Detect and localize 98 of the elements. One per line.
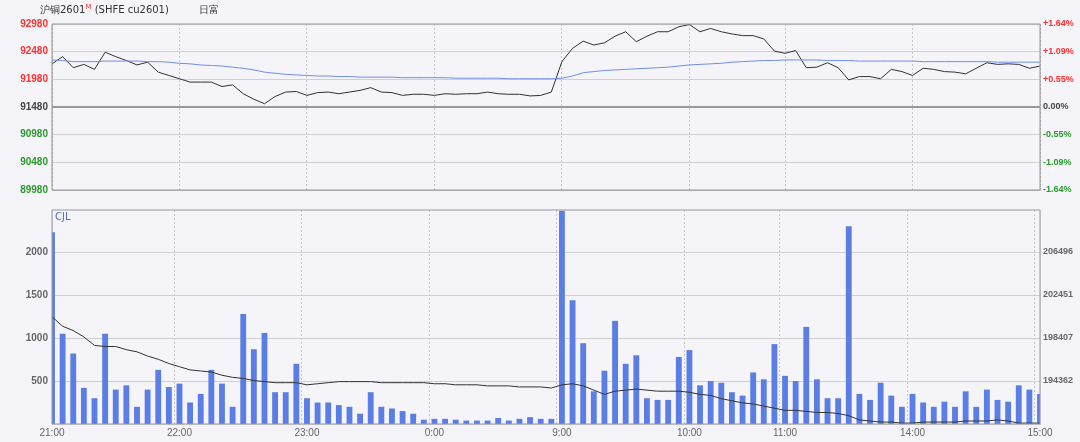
y-tick-label: 1500 [25,288,49,300]
y2-tick-label: -1.09% [1043,156,1072,167]
y-tick-label: 89980 [20,183,49,195]
bar [760,379,767,424]
bar [102,333,109,424]
bar [325,402,332,424]
chart-subtitle: 日富 [198,4,219,16]
bar [389,408,395,424]
bar [304,398,310,424]
bar [835,398,842,424]
bar [187,402,194,424]
bar [1015,385,1022,424]
bar [240,313,247,424]
y2-tick-label: +1.64% [1043,18,1074,29]
bar [59,333,66,424]
bar [803,326,810,424]
bar [877,382,884,424]
x-tick-label: 21:00 [39,426,65,438]
bar [750,372,757,424]
bar [675,356,682,424]
bar [335,405,342,424]
y-tick-label: 1000 [25,331,49,343]
bar [644,398,650,424]
bar [272,392,279,424]
y-tick-label: 92480 [20,45,49,57]
bar [378,406,385,424]
y2-tick-label: 202451 [1043,289,1074,300]
bar [962,391,969,424]
bar [782,375,788,424]
bar [590,391,597,424]
bar [771,344,778,424]
y-tick-label: 92980 [20,17,49,29]
bar [845,226,852,424]
bar [686,350,693,424]
x-tick-label: 23:00 [294,426,320,438]
bar [983,389,990,424]
bar [867,399,873,424]
bar [197,393,204,424]
y-tick-label: 2000 [25,245,49,257]
bar [813,379,820,424]
y2-tick-label: +0.55% [1043,73,1074,84]
bar [1026,389,1033,424]
bar [580,343,587,424]
bar [856,393,863,424]
bar [707,381,714,424]
bar [229,406,236,424]
y-tick-label: 90480 [20,156,49,168]
bar [357,413,364,424]
bar [219,383,225,424]
bar [527,417,533,424]
bar [208,369,215,424]
x-tick-label: 0:00 [424,426,445,438]
y2-tick-label: 206496 [1043,246,1074,257]
bar [314,402,321,424]
y2-tick-label: 0.00% [1043,101,1069,112]
bar [898,406,905,424]
x-tick-label: 14:00 [900,426,926,438]
bar [410,413,417,424]
bar [399,411,406,424]
bar [367,392,374,424]
y-tick-label: 500 [31,374,49,386]
bar [718,382,725,424]
bar [612,320,618,424]
bar [633,355,640,424]
y2-tick-label: 194362 [1043,375,1074,386]
x-tick-label: 11:00 [772,426,798,438]
bar [293,363,300,424]
bar [155,369,162,424]
chart-title: CJL [55,210,71,222]
bar [792,381,799,424]
bar [559,210,565,424]
bar [282,392,289,424]
bar [728,392,735,424]
bar [165,387,172,424]
bar [123,385,130,424]
x-tick-label: 15:00 [1027,426,1053,438]
bar [134,406,140,424]
chart-title: 沪铜2601$^{M}$ (SHFE cu2601) [40,3,169,16]
y2-tick-label: -1.64% [1043,184,1072,195]
y2-tick-label: -0.55% [1043,129,1072,140]
bar [697,385,703,424]
bar [80,387,87,424]
y-tick-label: 90980 [20,128,49,140]
y2-tick-label: 198407 [1043,332,1074,343]
bar [622,363,629,424]
y2-tick-label: +1.09% [1043,46,1074,57]
bar [888,395,895,424]
bar [665,399,672,424]
bar [1005,401,1012,424]
bar [70,353,77,424]
y-tick-label: 91980 [20,73,49,85]
bar [112,389,119,424]
bar [250,349,257,424]
x-tick-label: 10:00 [676,426,703,438]
y-tick-label: 91480 [20,100,49,112]
x-tick-label: 22:00 [166,426,193,438]
bar [144,389,151,424]
x-tick-label: 9:00 [552,426,573,438]
